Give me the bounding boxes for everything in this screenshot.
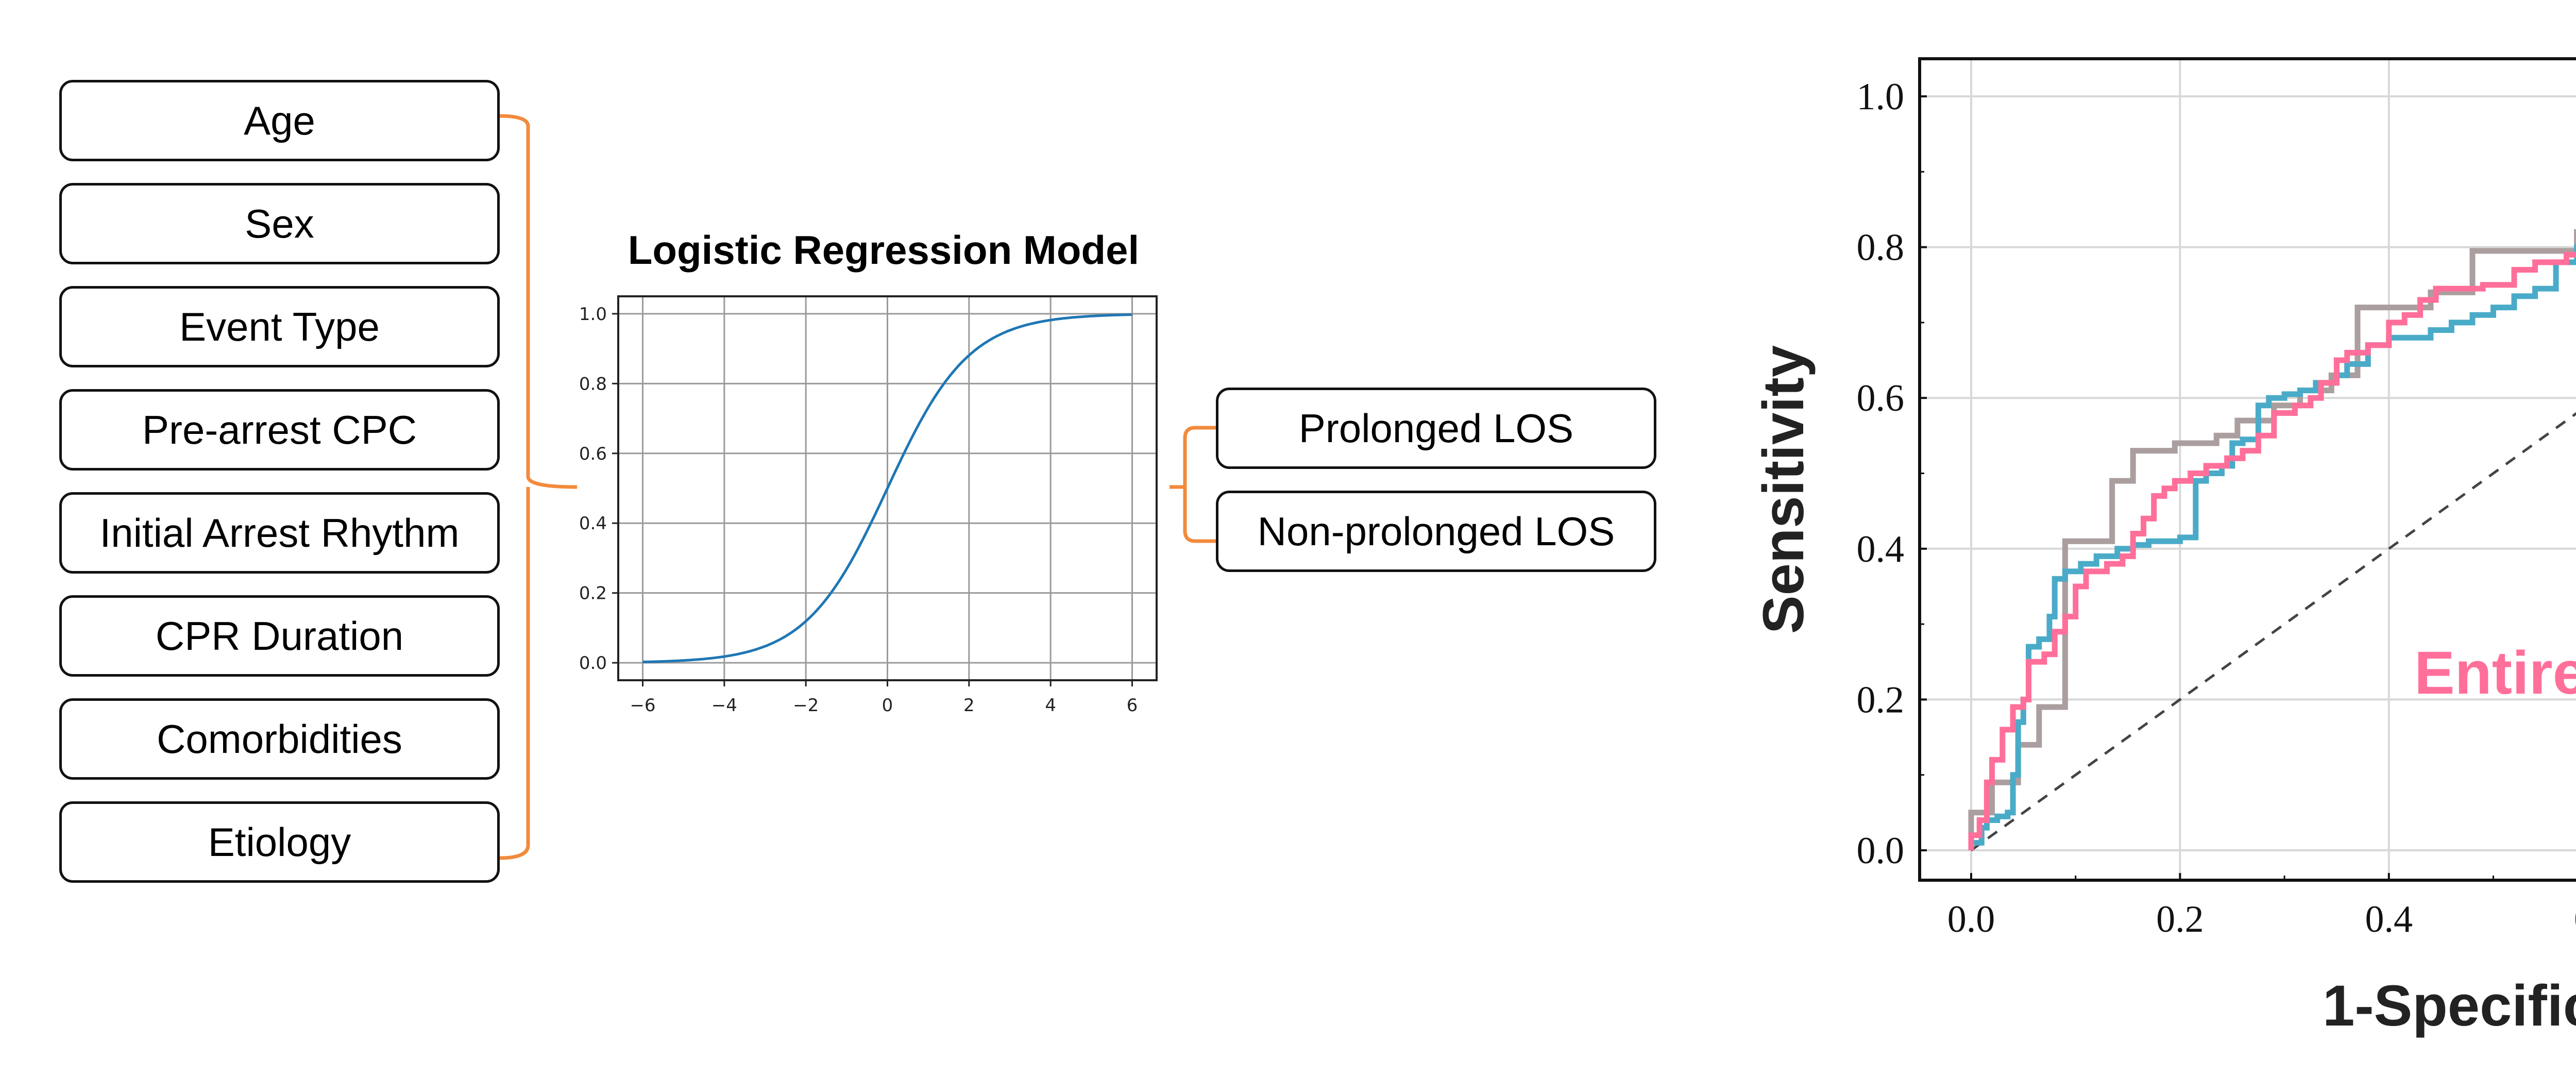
roc-ytick-label: 0.0 bbox=[1857, 830, 1905, 872]
output-bracket bbox=[1170, 426, 1216, 543]
feature-box-comorbidities: Comorbidities bbox=[59, 698, 500, 780]
lr-ytick-label: 0.2 bbox=[579, 583, 607, 604]
lr-ytick-label: 0.0 bbox=[579, 653, 607, 674]
roc-ylabel: Sensitivity bbox=[1751, 345, 1816, 634]
roc-chart: 0.00.20.40.60.81.00.00.20.40.60.81.01-Sp… bbox=[1751, 57, 2576, 1038]
feature-box-cpr-duration: CPR Duration bbox=[59, 595, 500, 677]
roc-ytick-label: 0.4 bbox=[1857, 528, 1905, 570]
feature-label: Etiology bbox=[208, 819, 351, 865]
roc-ytick-label: 0.8 bbox=[1857, 227, 1905, 269]
feature-label: Sex bbox=[245, 200, 314, 246]
lr-ytick-label: 0.4 bbox=[579, 513, 607, 534]
feature-box-age: Age bbox=[59, 80, 500, 161]
feature-label: Pre-arrest CPC bbox=[142, 407, 417, 452]
chance-line bbox=[1970, 412, 2576, 852]
outcome-box-prolonged: Prolonged LOS bbox=[1216, 388, 1656, 469]
lr-xtick-label: −4 bbox=[711, 695, 737, 716]
lr-xtick-label: −6 bbox=[630, 695, 655, 716]
roc-curve-ohca bbox=[1968, 244, 2576, 850]
outcome-label: Non-prolonged LOS bbox=[1257, 508, 1615, 554]
feature-label: CPR Duration bbox=[155, 613, 404, 659]
logistic-regression-chart: −6 −4 −2 0 2 4 6 0.0 0.2 0.4 0.6 0.8 1.0 bbox=[579, 295, 1158, 716]
feature-box-sex: Sex bbox=[59, 183, 500, 264]
roc-ytick-label: 0.2 bbox=[1857, 679, 1905, 721]
roc-ytick-label: 0.6 bbox=[1857, 377, 1905, 419]
lr-xtick-label: 6 bbox=[1127, 695, 1138, 716]
roc-xtick-label: 0.0 bbox=[1947, 898, 1995, 940]
roc-xtick-label: 0.2 bbox=[2156, 898, 2204, 940]
roc-xlabel: 1-Specificity bbox=[2323, 973, 2576, 1038]
lr-xtick-label: 2 bbox=[963, 695, 975, 716]
feature-label: Age bbox=[244, 97, 315, 143]
lr-xtick-label: 4 bbox=[1045, 695, 1056, 716]
input-bracket bbox=[499, 114, 578, 860]
lr-ytick-label: 0.8 bbox=[579, 374, 607, 394]
feature-label: Initial Arrest Rhythm bbox=[99, 510, 460, 556]
roc-xtick-label: 0.4 bbox=[2365, 898, 2413, 940]
roc-xtick-label: 0.6 bbox=[2574, 898, 2576, 940]
lr-xtick-label: 0 bbox=[882, 695, 893, 716]
feature-label: Event Type bbox=[179, 304, 380, 349]
lr-ytick-label: 0.6 bbox=[579, 444, 607, 464]
auc-annotation-entire: Entire cohort = 0.694 bbox=[2414, 638, 2576, 708]
feature-box-initial-arrest-rhythm: Initial Arrest Rhythm bbox=[59, 492, 500, 574]
roc-ytick-label: 1.0 bbox=[1857, 76, 1905, 118]
auc-label-entire: Entire cohort bbox=[2414, 639, 2576, 707]
roc-curve-entire bbox=[1968, 251, 2576, 850]
roc-curve-ihca bbox=[1968, 229, 2576, 850]
feature-label: Comorbidities bbox=[157, 716, 402, 762]
feature-box-event-type: Event Type bbox=[59, 286, 500, 367]
outcome-label: Prolonged LOS bbox=[1298, 405, 1574, 451]
feature-box-pre-arrest-cpc: Pre-arrest CPC bbox=[59, 389, 500, 471]
feature-box-etiology: Etiology bbox=[59, 801, 500, 883]
outcome-box-non-prolonged: Non-prolonged LOS bbox=[1216, 491, 1656, 572]
lr-axes-frame bbox=[617, 295, 1158, 681]
lr-xtick-label: −2 bbox=[793, 695, 819, 716]
lr-ytick-label: 1.0 bbox=[579, 304, 607, 325]
model-title: Logistic Regression Model bbox=[628, 227, 1140, 273]
roc-axes-frame bbox=[1918, 57, 2576, 882]
sigmoid-curve bbox=[642, 313, 1132, 663]
brackets bbox=[499, 114, 1216, 860]
